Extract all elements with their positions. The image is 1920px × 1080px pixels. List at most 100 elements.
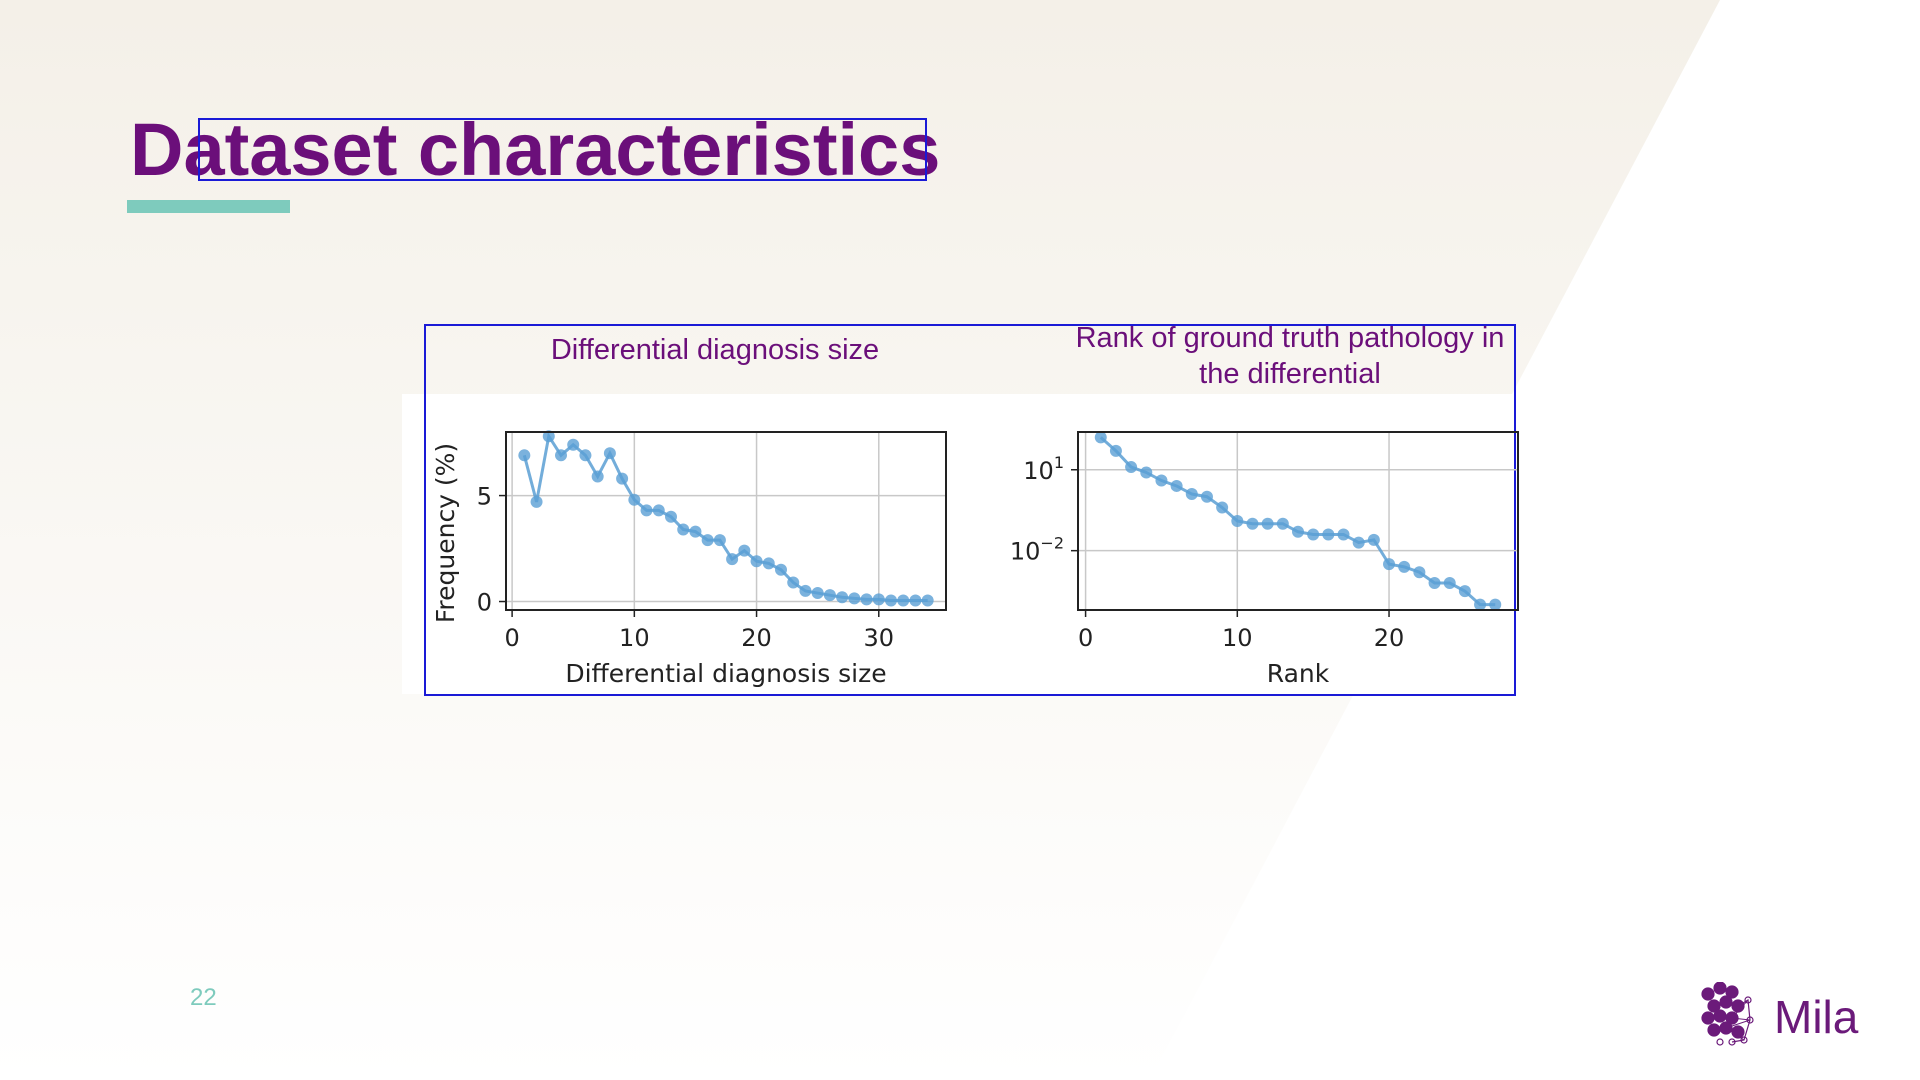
data-point	[860, 593, 873, 606]
data-point	[628, 493, 641, 506]
data-point	[591, 470, 604, 483]
data-point	[1231, 515, 1244, 527]
x-tick-label: 10	[1222, 624, 1253, 652]
x-tick-label: 0	[1078, 624, 1093, 652]
y-tick-label: 5	[477, 483, 492, 511]
y-tick-label: 10−2	[1010, 534, 1064, 566]
mila-dots-logo-icon	[1701, 982, 1754, 1046]
logo-dot	[1713, 1009, 1727, 1023]
logo-dot	[1701, 987, 1715, 1001]
data-point	[1428, 577, 1441, 590]
x-tick-label: 30	[864, 624, 895, 652]
data-point	[750, 555, 763, 568]
data-point	[799, 584, 812, 597]
data-point	[909, 594, 922, 607]
chart-differential-size: 0 10 20 30 0 5 Differential diagnosis size Freq…	[431, 430, 947, 688]
logo-text: Mila	[1774, 991, 1859, 1043]
data-point	[1261, 517, 1274, 530]
logo-dot	[1725, 985, 1739, 999]
data-point	[701, 534, 714, 547]
chart-caption-differential-size: Differential diagnosis size	[550, 334, 880, 366]
y-tick-label: 101	[1023, 453, 1064, 485]
data-point	[1155, 474, 1168, 487]
logo-dot	[1707, 999, 1721, 1013]
data-point	[542, 430, 555, 443]
x-axis-label: Rank	[1267, 659, 1330, 688]
data-point	[1474, 598, 1487, 611]
axes-frame	[505, 431, 947, 611]
x-tick-label: 20	[741, 624, 772, 652]
data-point	[872, 593, 885, 606]
series-line	[522, 432, 928, 602]
data-point	[1246, 517, 1259, 530]
data-point	[1398, 560, 1411, 573]
data-point	[1367, 533, 1380, 546]
data-point	[1443, 577, 1456, 590]
x-axis-label: Differential diagnosis size	[565, 659, 886, 688]
data-point	[665, 510, 677, 523]
logo-dot	[1719, 995, 1733, 1009]
data-point	[885, 594, 897, 607]
figure-panel	[402, 394, 1512, 694]
data-point	[555, 449, 567, 462]
data-point	[1094, 431, 1107, 444]
data-point	[1125, 461, 1138, 474]
data-point	[713, 534, 726, 547]
data-point	[579, 449, 592, 462]
data-point	[848, 592, 861, 605]
data-point	[1276, 517, 1289, 530]
data-point	[603, 447, 616, 460]
data-point	[762, 557, 775, 570]
data-point	[1352, 536, 1365, 549]
x-tick-label: 20	[1374, 624, 1405, 652]
y-tick-label: 0	[477, 589, 492, 617]
data-point	[921, 594, 934, 607]
data-point	[738, 544, 751, 557]
data-point	[1489, 598, 1502, 611]
data-point	[775, 563, 787, 576]
data-point	[652, 504, 665, 517]
logo-dot	[1716, 1038, 1724, 1046]
data-point	[530, 495, 543, 508]
data-point	[1292, 525, 1304, 538]
data-point	[1337, 528, 1350, 541]
data-point	[1413, 566, 1426, 579]
data-point	[726, 553, 739, 566]
chart-caption-rank: Rank of ground truth pathology in the di…	[1075, 322, 1505, 390]
logo-mesh	[1724, 999, 1751, 1041]
data-point	[787, 576, 800, 589]
data-point	[1383, 558, 1396, 571]
x-tick-label: 10	[619, 624, 650, 652]
data-point	[640, 504, 653, 517]
data-point	[1185, 488, 1198, 501]
data-point	[1200, 490, 1213, 503]
logo-dot	[1713, 982, 1727, 995]
data-point	[1216, 501, 1229, 514]
data-point	[897, 594, 910, 607]
data-point	[1170, 479, 1183, 492]
y-axis-label: Frequency (%)	[431, 443, 460, 623]
data-point	[689, 525, 702, 538]
data-point	[1140, 466, 1153, 479]
chart-rank: 0 10 20 101 10−2 Rank	[1010, 431, 1519, 688]
data-point	[1307, 528, 1320, 541]
data-point	[677, 523, 690, 536]
logo-dot	[1701, 1011, 1715, 1025]
data-point	[518, 449, 531, 462]
page-number: 22	[190, 984, 217, 1011]
title-highlight-box	[198, 118, 927, 181]
slide-title: Dataset characteristics	[130, 108, 941, 191]
data-point	[616, 472, 629, 485]
logo-dot	[1707, 1023, 1721, 1037]
axes-frame	[1077, 431, 1519, 611]
x-tick-label: 0	[504, 624, 519, 652]
data-point	[1322, 528, 1335, 541]
data-point	[1458, 585, 1471, 598]
data-point	[811, 587, 824, 600]
data-point	[823, 589, 836, 602]
data-point	[1109, 444, 1122, 457]
figure-highlight-box	[424, 324, 1516, 696]
title-underline-rule	[127, 200, 290, 213]
data-point	[836, 591, 849, 604]
data-point	[567, 438, 580, 451]
